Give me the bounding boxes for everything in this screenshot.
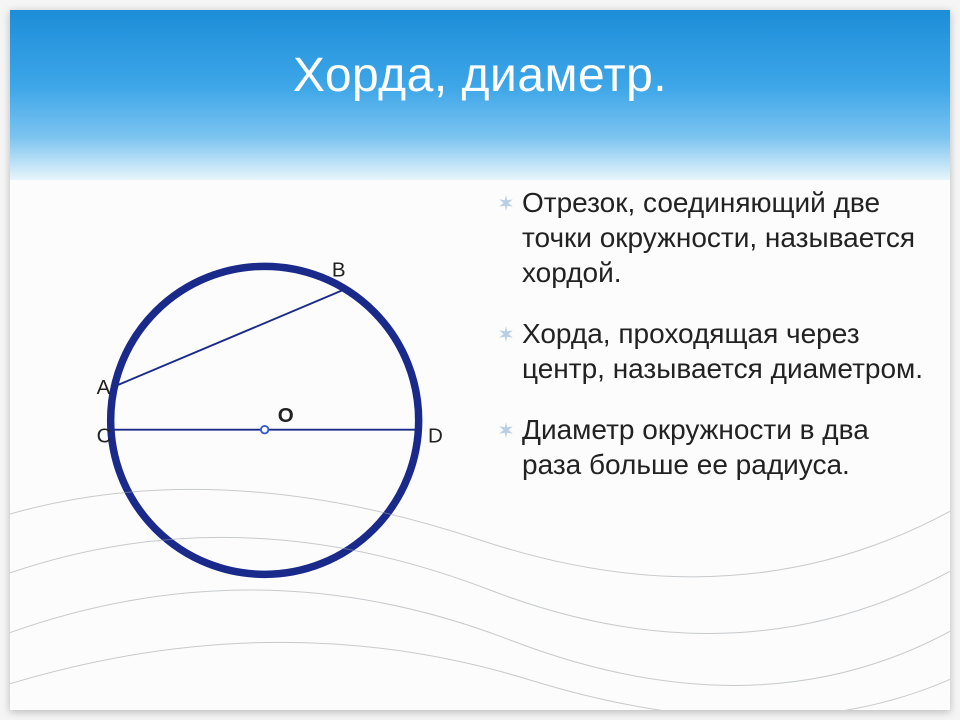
star-icon <box>490 195 522 211</box>
svg-text:D: D <box>428 425 443 448</box>
slide-title: Хорда, диаметр. <box>10 48 950 103</box>
svg-text:O: O <box>278 404 294 427</box>
star-icon <box>490 422 522 438</box>
slide: Хорда, диаметр. A B C D O Отрезок, соединяющ… <box>10 10 950 710</box>
svg-text:A: A <box>97 376 111 399</box>
bullet-list: Отрезок, соединяющий две точки окружност… <box>490 185 930 508</box>
bullet-item: Отрезок, соединяющий две точки окружност… <box>490 185 930 290</box>
bullet-text: Диаметр окружности в два раза больше ее … <box>522 412 930 482</box>
bullet-text: Хорда, проходящая через центр, называетс… <box>522 316 930 386</box>
svg-text:B: B <box>332 259 346 282</box>
bullet-item: Диаметр окружности в два раза больше ее … <box>490 412 930 482</box>
bullet-item: Хорда, проходящая через центр, называетс… <box>490 316 930 386</box>
svg-text:C: C <box>97 425 112 448</box>
star-icon <box>490 326 522 342</box>
bullet-text: Отрезок, соединяющий две точки окружност… <box>522 185 930 290</box>
geometry-diagram: A B C D O <box>50 215 470 635</box>
